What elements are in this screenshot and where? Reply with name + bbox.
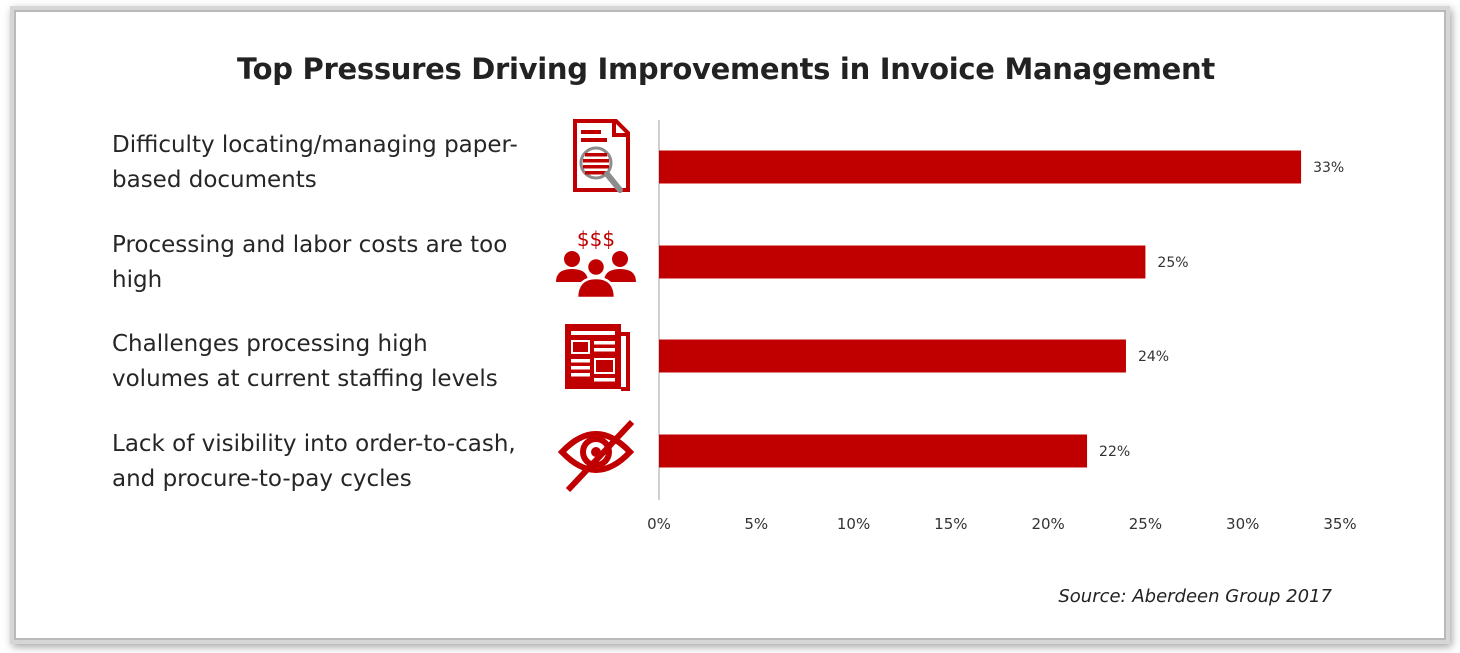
category-label-2: Processing and labor costs are too high — [112, 228, 552, 298]
people-cost-icon: $$$ — [556, 227, 636, 300]
category-label-4-line-1: Lack of visibility into order-to-cash, — [112, 431, 516, 457]
category-label-3-line-2: volumes at current staffing levels — [112, 366, 498, 392]
source-note: Source: Aberdeen Group 2017 — [1058, 586, 1332, 607]
data-label-1: 33% — [1313, 160, 1344, 176]
x-tick-label-6: 25% — [1129, 515, 1162, 533]
eye-slash-icon — [557, 419, 635, 492]
category-label-4-line-2: and procure-to-pay cycles — [112, 466, 412, 492]
x-tick-label-1: 0% — [647, 515, 671, 533]
x-tick-label-7: 30% — [1226, 515, 1259, 533]
data-label-3: 24% — [1138, 349, 1169, 365]
bar-1 — [659, 150, 1302, 184]
bar-3 — [659, 339, 1126, 373]
document-search-icon — [573, 119, 630, 193]
category-label-4: Lack of visibility into order-to-cash, a… — [112, 427, 552, 497]
svg-text:$$$: $$$ — [577, 227, 615, 251]
category-label-3: Challenges processing high volumes at cu… — [112, 327, 552, 397]
category-label-1: Difficulty locating/managing paper- base… — [112, 128, 552, 198]
chart-title: Top Pressures Driving Improvements in In… — [237, 52, 1215, 86]
x-tick-label-8: 35% — [1323, 515, 1356, 533]
data-label-4: 22% — [1099, 444, 1130, 460]
category-label-3-line-1: Challenges processing high — [112, 331, 428, 357]
bar-4 — [659, 434, 1088, 468]
x-tick-label-5: 20% — [1031, 515, 1064, 533]
category-label-1-line-1: Difficulty locating/managing paper- — [112, 132, 518, 158]
bar-2 — [659, 245, 1146, 279]
x-tick-label-2: 5% — [744, 515, 768, 533]
x-tick-label-4: 15% — [934, 515, 967, 533]
x-tick-label-3: 10% — [837, 515, 870, 533]
bar-chart-plot: 33% 25% 24% 22% 0% 5% 10% 15% 20% 25% 30% 35% — [647, 120, 1357, 533]
data-label-2: 25% — [1157, 255, 1188, 271]
newspaper-icon — [565, 324, 630, 391]
category-label-2-line-2: high — [112, 267, 163, 293]
category-label-2-line-1: Processing and labor costs are too — [112, 232, 508, 258]
category-label-1-line-2: based documents — [112, 167, 317, 193]
chart-frame — [14, 10, 1446, 640]
